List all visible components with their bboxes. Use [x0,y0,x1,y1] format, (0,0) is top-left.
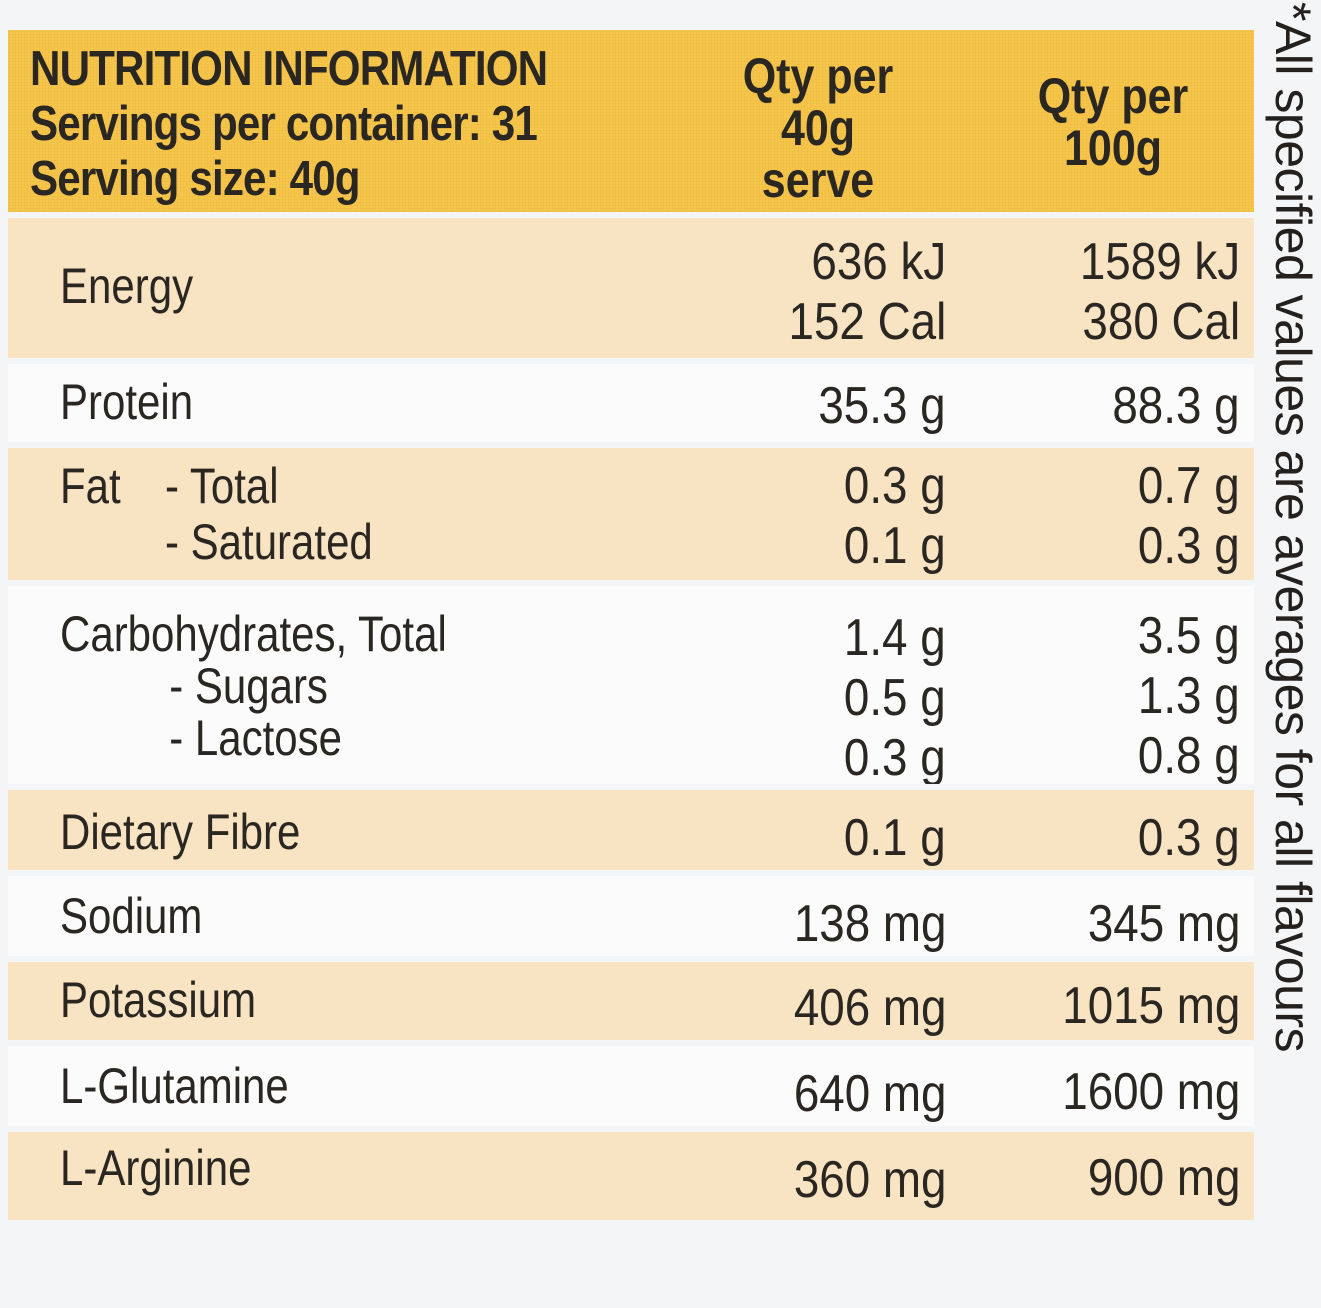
header-title-block: NUTRITION INFORMATION Servings per conta… [30,42,548,207]
value-line: 152 Cal [788,293,946,351]
fat-line: Fat - Total [60,458,373,514]
value-per-serve: 640 mg [793,1064,946,1124]
value-line: 636 kJ [811,233,946,291]
table-row-carbohydrates: Carbohydrates, Total - Sugars - Lactose … [8,580,1254,787]
value-line: 0.1 g [844,809,946,867]
value-line: 406 mg [793,979,946,1037]
row-label: Sodium [60,888,203,944]
value-line: 0.5 g [844,669,946,727]
value-line: 0.3 g [844,729,946,787]
value-line: 138 mg [793,895,946,953]
value-line: 1600 mg [1061,1063,1240,1121]
nutrition-panel: NUTRITION INFORMATION Servings per conta… [8,30,1254,1220]
sub-label: - Sugars [169,658,328,714]
col1-line: serve [761,152,875,208]
col1-line: 40g [780,100,856,156]
value-per-serve: 406 mg [793,978,946,1038]
column-header-per-serve: Qty per 40g serve [723,50,912,206]
row-label: Dietary Fibre [60,804,301,860]
table-row-energy: Energy 636 kJ 152 Cal 1589 kJ 380 Cal [8,212,1254,358]
value-line: 0.1 g [844,517,946,575]
value-per-100g: 88.3 g [1113,376,1240,436]
col2-line: Qty per [1037,68,1189,124]
row-label-group: Fat - Total - Saturated [60,458,373,570]
value-line: 0.7 g [1138,457,1240,515]
col2-line: 100g [1063,120,1163,176]
servings-per-container: Servings per container: 31 [30,97,538,151]
value-per-serve: 1.4 g 0.5 g 0.3 g [844,608,946,788]
averages-footnote: *All specified values are averages for a… [1262,2,1321,1302]
value-line: 35.3 g [818,377,946,435]
value-per-serve: 138 mg [793,894,946,954]
row-label: Protein [60,374,194,430]
value-line: 1.4 g [844,609,946,667]
value-line: 88.3 g [1112,377,1240,435]
col1-line: Qty per [742,48,894,104]
value-line: 0.3 g [1138,517,1240,575]
column-header-per-100g: Qty per 100g [1018,70,1207,174]
panel-title: NUTRITION INFORMATION [30,42,548,96]
sub-label: - Saturated [165,514,373,570]
value-per-100g: 345 mg [1087,894,1240,954]
value-line: 380 Cal [1082,293,1240,351]
value-per-serve: 0.3 g 0.1 g [844,456,946,576]
value-per-serve: 636 kJ 152 Cal [788,232,946,352]
row-label: Potassium [60,972,257,1028]
value-line: 0.3 g [844,457,946,515]
table-row-protein: Protein 35.3 g 88.3 g [8,358,1254,442]
value-line: 3.5 g [1138,607,1240,665]
nutrition-header: NUTRITION INFORMATION Servings per conta… [8,30,1254,212]
value-per-100g: 1589 kJ 380 Cal [1080,232,1240,352]
value-per-100g: 3.5 g 1.3 g 0.8 g [1138,606,1240,786]
value-line: 360 mg [793,1151,946,1209]
table-row-dietary-fibre: Dietary Fibre 0.1 g 0.3 g [8,784,1254,870]
table-row-fat: Fat - Total - Saturated 0.3 g 0.1 g 0.7 g… [8,442,1254,580]
value-line: 345 mg [1087,895,1240,953]
value-line: 0.8 g [1138,727,1240,785]
value-per-serve: 0.1 g [844,808,946,868]
table-row-sodium: Sodium 138 mg 345 mg [8,870,1254,956]
value-per-100g: 0.7 g 0.3 g [1138,456,1240,576]
value-line: 0.3 g [1138,809,1240,867]
value-per-100g: 1015 mg [1062,976,1240,1036]
value-per-100g: 0.3 g [1138,808,1240,868]
value-line: 1589 kJ [1079,233,1240,291]
row-label: Carbohydrates, Total [60,606,447,662]
value-per-100g: 900 mg [1087,1148,1240,1208]
value-line: 900 mg [1087,1149,1240,1207]
value-per-serve: 360 mg [793,1150,946,1210]
sub-label: - Total [165,458,279,514]
row-label: Energy [60,258,194,314]
value-line: 1.3 g [1138,667,1240,725]
table-row-potassium: Potassium 406 mg 1015 mg [8,956,1254,1040]
row-label: Fat [60,458,121,514]
serving-size: Serving size: 40g [30,152,361,206]
sub-label: - Lactose [169,710,342,766]
table-row-l-glutamine: L-Glutamine 640 mg 1600 mg [8,1040,1254,1126]
value-line: 1015 mg [1061,977,1240,1035]
row-label: L-Arginine [60,1140,252,1196]
table-row-l-arginine: L-Arginine 360 mg 900 mg [8,1126,1254,1220]
row-label: L-Glutamine [60,1058,289,1114]
row-label-group: Carbohydrates, Total - Sugars - Lactose [60,606,447,766]
value-per-100g: 1600 mg [1062,1062,1240,1122]
footnote-text: *All specified values are averages for a… [1265,2,1321,1053]
value-line: 640 mg [793,1065,946,1123]
value-per-serve: 35.3 g [819,376,946,436]
